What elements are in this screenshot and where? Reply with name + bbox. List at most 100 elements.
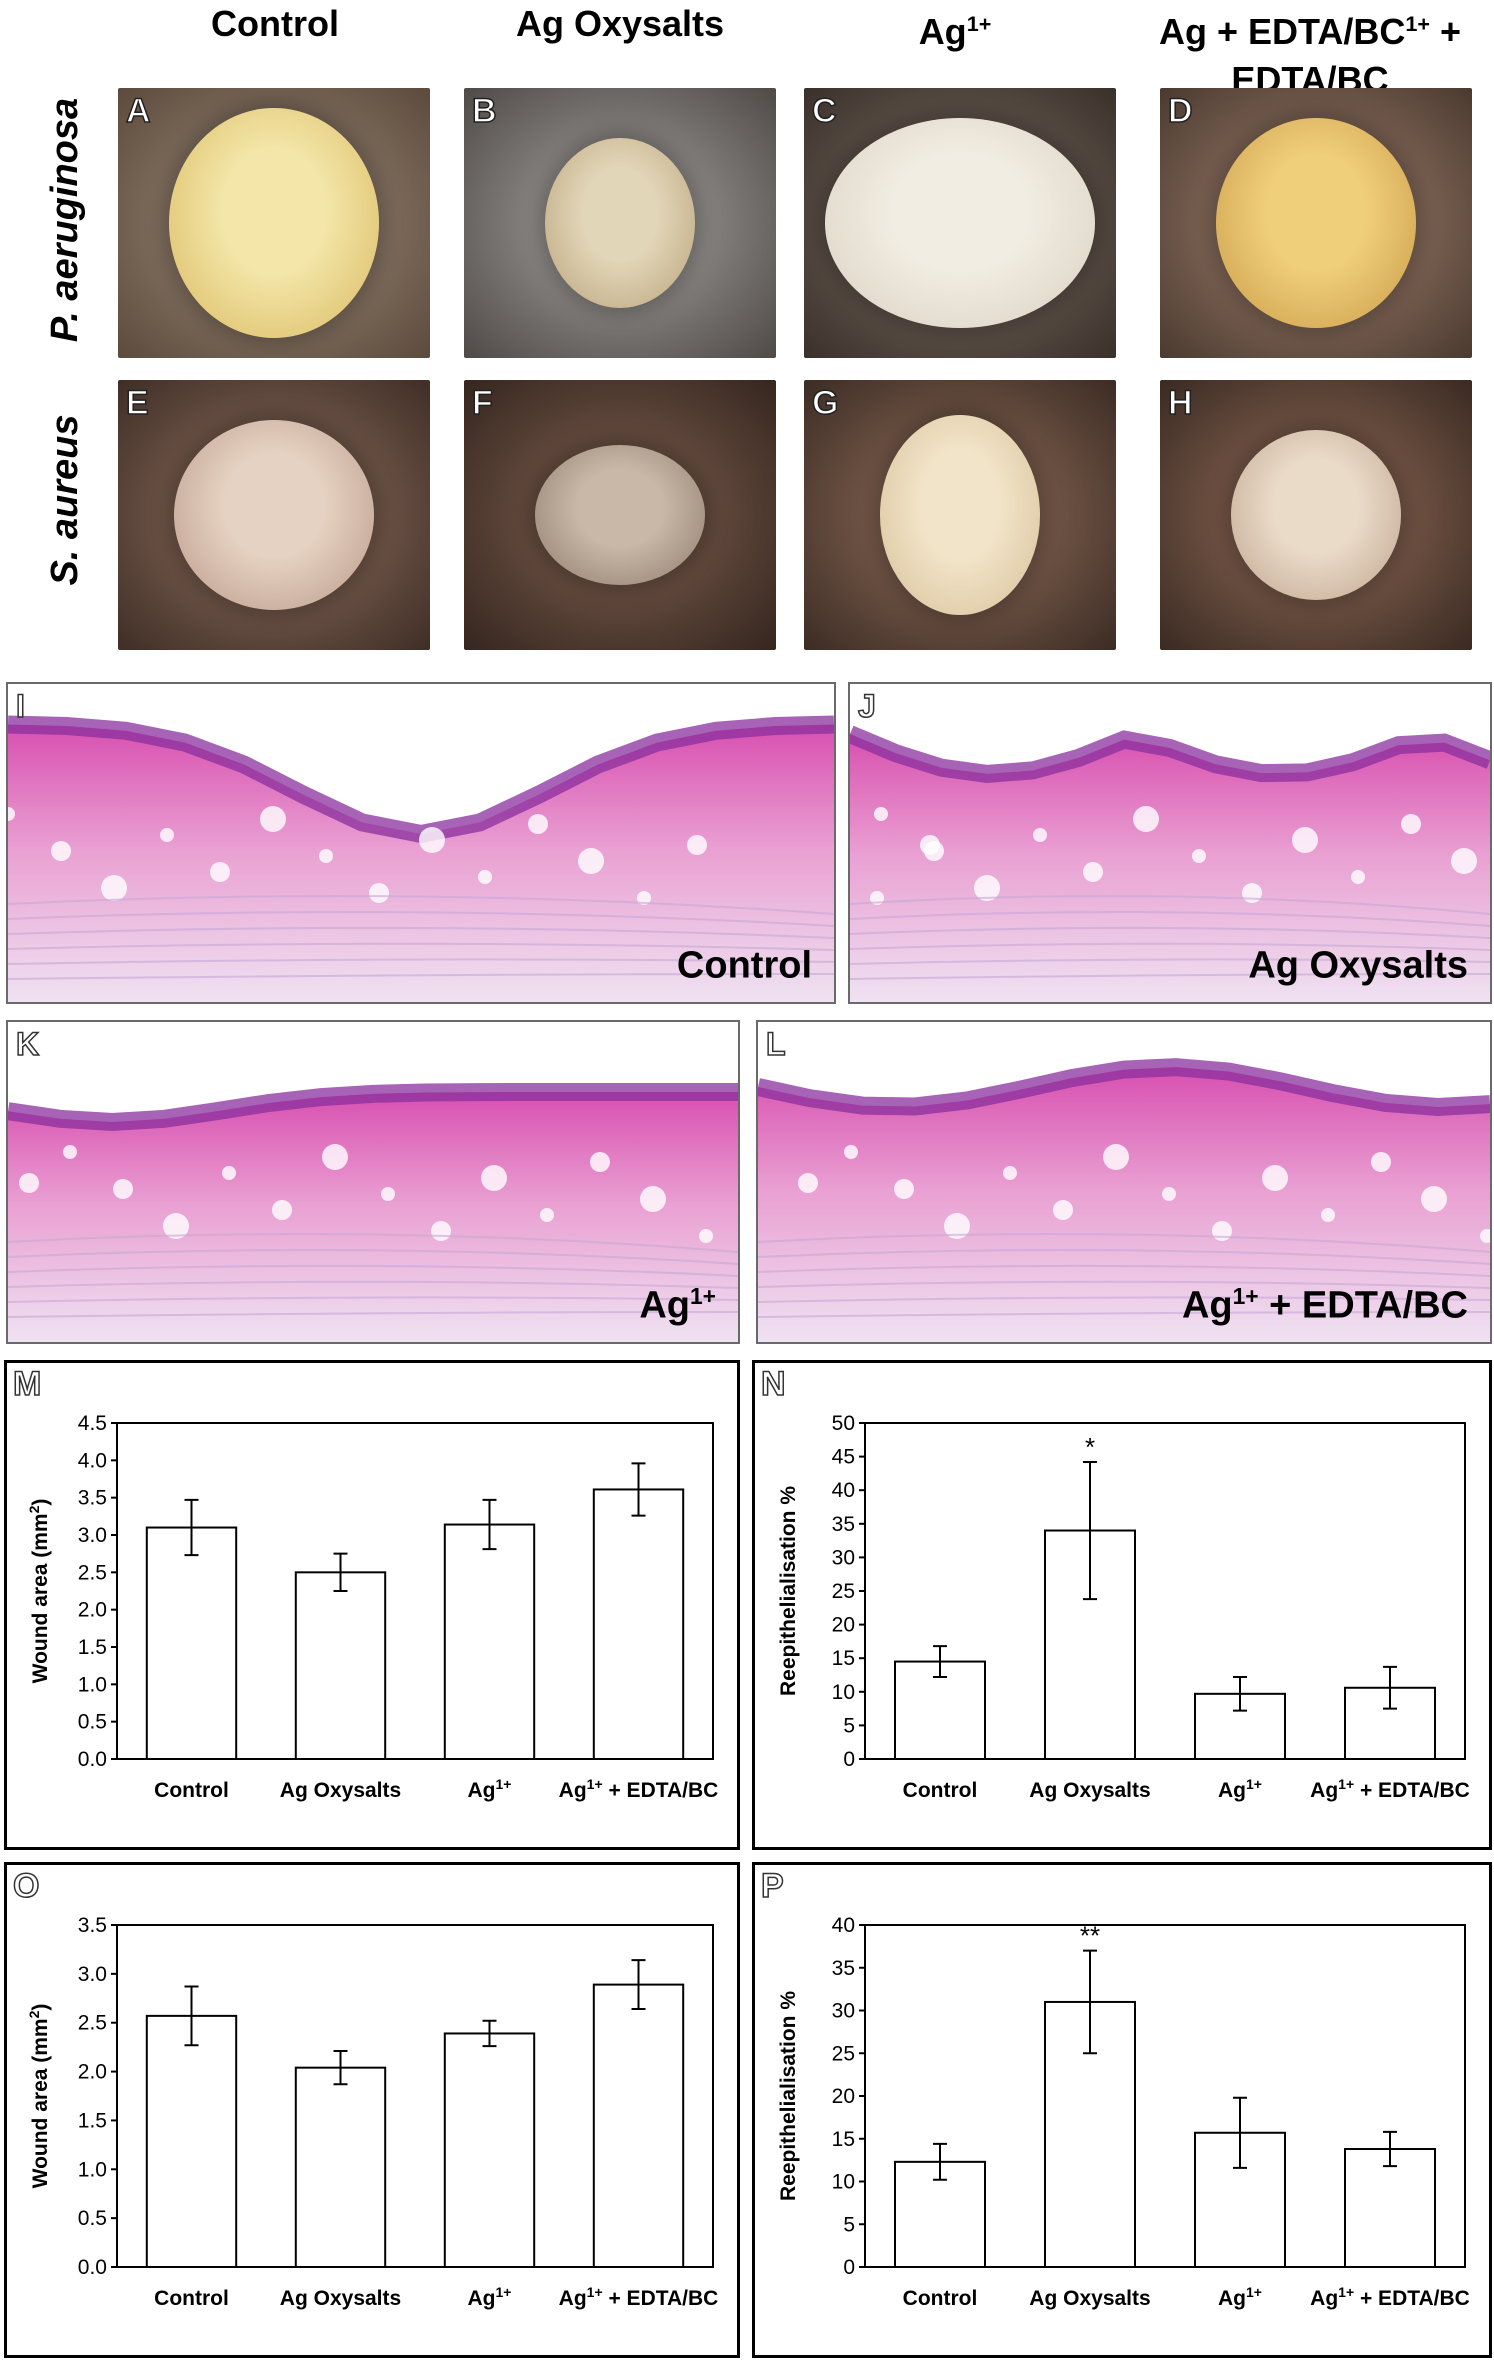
error-bar-1 [933,2142,947,2181]
bar-2 [294,1571,387,1760]
panel-letter: K [15,1025,40,1063]
x-tick-label: Ag Oxysalts [1029,2287,1150,2310]
bar-3 [443,1523,536,1760]
significance-marker: ** [1080,1921,1100,1951]
row-header-p-aeruginosa: P. aeruginosa [44,97,86,343]
x-tick-label: Ag Oxysalts [1029,1779,1150,1802]
panel-letter: F [471,383,493,423]
photo-panel-e: E [118,380,430,650]
y-tick-label: 20 [832,2085,855,2108]
error-bar-4 [1383,1665,1397,1710]
y-tick-label: 4.0 [78,1449,107,1472]
x-tick-label: Control [903,2287,978,2310]
panel-letter: D [1167,91,1193,131]
y-tick-label: 0 [843,1748,855,1771]
y-tick-label: 35 [832,1513,855,1536]
plot-area [116,1924,714,2268]
error-bar-2 [1083,1949,1097,2055]
y-tick-label: 0.0 [78,1748,107,1771]
y-tick-label: 2.5 [78,2012,107,2035]
y-tick-label: 45 [832,1446,855,1469]
panel-letter: G [811,383,839,423]
wound-area [880,415,1040,615]
panel-letter: E [125,383,149,423]
chart-panel-o: 0.0 0.5 1.0 1.5 2.0 2.5 3.0 3.5 Wound area (mm2)… [4,1862,740,2358]
panel-letter: H [1167,383,1193,423]
bar-4 [592,1983,685,2268]
tissue-section [850,734,1490,1002]
panel-letter: P [760,1866,784,1906]
y-tick-label: 2.0 [78,1599,107,1622]
panel-letter: C [811,91,837,131]
tissue-section [8,724,834,1002]
panel-letter: N [760,1364,786,1404]
y-tick-label: 0.0 [78,2256,107,2279]
y-tick-label: 4.5 [78,1412,107,1435]
y-tick-label: 25 [832,1580,855,1603]
histology-panel-j: J Ag Oxysalts [848,682,1492,1004]
photo-panel-c: C [804,88,1116,358]
y-tick-label: 5 [843,2213,855,2236]
photo-panel-b: B [464,88,776,358]
x-tick-label: Control [154,1779,229,1802]
x-tick-label: Ag1+ [1218,1776,1262,1802]
y-tick-label: 25 [832,2042,855,2065]
histology-title: Ag Oxysalts [1248,945,1468,987]
y-tick-label: 1.5 [78,2109,107,2132]
histology-panel-l: L Ag1+ + EDTA/BC [756,1020,1492,1344]
error-bar-4 [1383,2130,1397,2168]
panel-letter: J [857,687,876,725]
bar-4 [592,1488,685,1760]
y-tick-label: 2.5 [78,1561,107,1584]
chart-panel-p: 0 5 10 15 20 25 30 35 40 Reepithelialisation % Con… [752,1862,1492,2358]
y-axis-label: Wound area (mm2) [26,2004,52,2189]
x-tick-label: Ag1+ + EDTA/BC [559,1776,719,1802]
epidermis-layer [850,725,1490,783]
column-header-ag1: Ag1+ [918,11,992,52]
bar-1 [145,1526,238,1760]
x-tick-label: Control [154,2287,229,2310]
column-header-control: Control [211,3,339,44]
y-tick-label: 50 [832,1412,855,1435]
histology-panel-k: K Ag1+ [6,1020,740,1344]
panel-letter: I [15,687,25,725]
error-bar-4 [631,1959,646,2011]
wound-area [1231,430,1401,600]
photo-panel-f: F [464,380,776,650]
panel-letter: M [12,1364,42,1404]
photo-panel-g: G [804,380,1116,650]
wound-area [174,420,374,610]
y-tick-label: 35 [832,1957,855,1980]
y-tick-label: 20 [832,1614,855,1637]
y-tick-label: 10 [832,1681,855,1704]
error-bar-2 [1083,1460,1097,1601]
y-tick-label: 30 [832,2000,855,2023]
y-tick-label: 5 [843,1714,855,1737]
photo-panel-d: D [1160,88,1472,358]
y-tick-label: 3.0 [78,1524,107,1547]
y-tick-label: 3.5 [78,1914,107,1937]
y-tick-label: 30 [832,1546,855,1569]
y-tick-label: 15 [832,1647,855,1670]
x-tick-label: Ag1+ [468,2284,512,2310]
x-tick-label: Ag1+ [468,1776,512,1802]
bar-1 [145,2014,238,2268]
y-tick-label: 2.0 [78,2061,107,2084]
wound-area [1216,118,1416,328]
bar-4 [1344,2148,1436,2269]
y-tick-label: 1.0 [78,2158,107,2181]
error-bar-3 [482,2019,497,2048]
histology-title: Control [676,945,812,987]
error-bar-1 [184,1498,199,1557]
tissue-section [758,1067,1490,1342]
x-tick-label: Ag1+ + EDTA/BC [559,2284,719,2310]
x-tick-label: Ag Oxysalts [280,2287,401,2310]
plot-area [116,1422,714,1760]
panel-letter: A [125,91,151,131]
panel-letter: B [471,91,497,131]
wound-area [825,118,1095,328]
y-axis-label: Reepithelialisation % [777,1486,800,1696]
y-tick-label: 40 [832,1914,855,1937]
y-tick-label: 3.0 [78,1963,107,1986]
y-axis-label: Reepithelialisation % [777,1991,800,2201]
